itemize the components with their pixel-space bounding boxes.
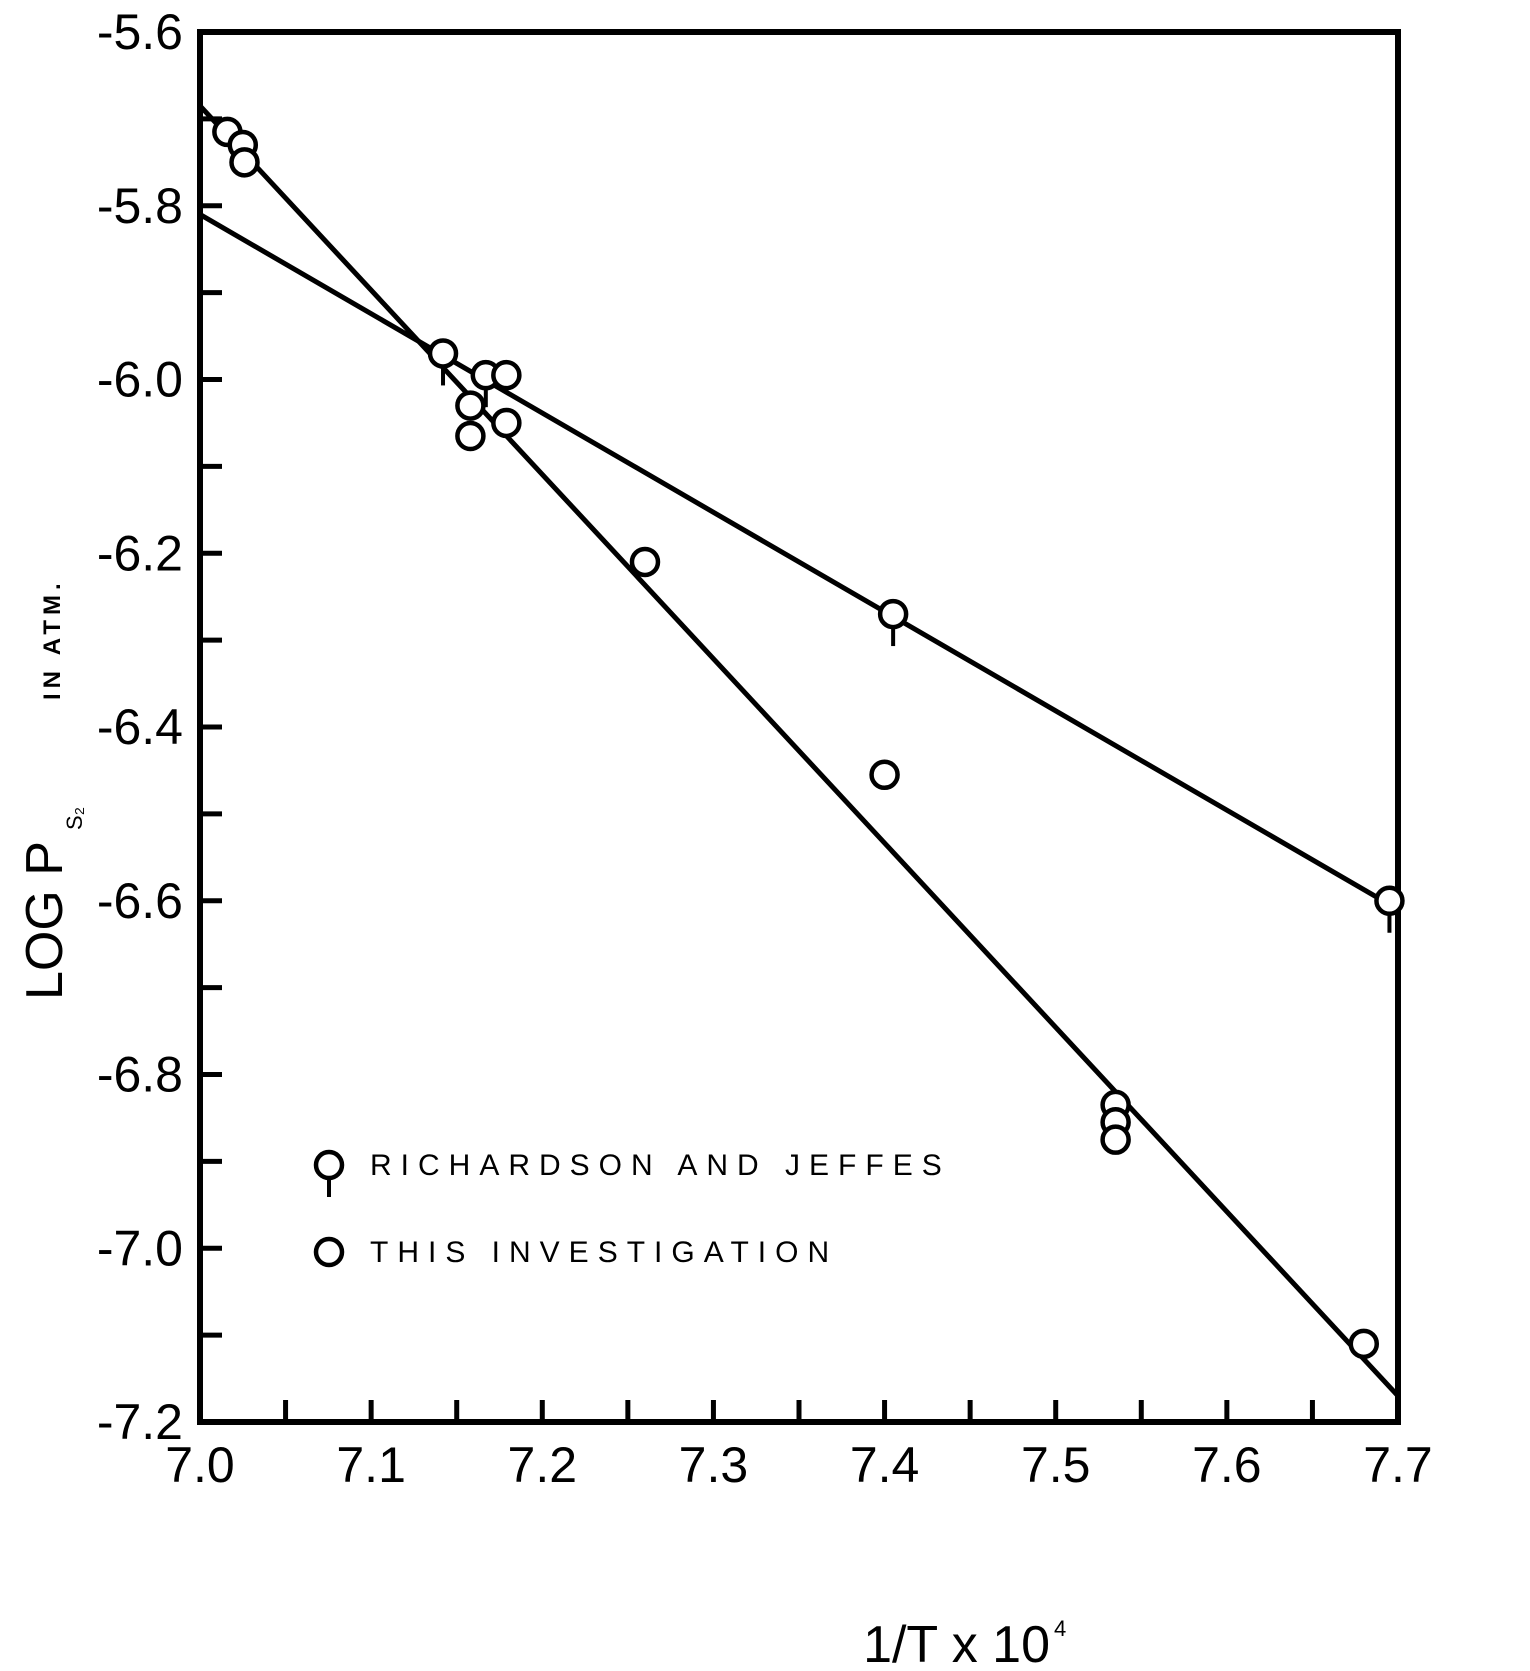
legend-label-this-investigation: THIS INVESTIGATION <box>370 1236 838 1269</box>
legend-label-richardson: RICHARDSON AND JEFFES <box>370 1149 951 1182</box>
y-axis-label-subscript: S₂ <box>62 807 87 830</box>
marker-circle <box>427 338 459 369</box>
marker-circle <box>877 598 909 630</box>
y-tick-label: -6.8 <box>97 1047 183 1103</box>
x-tick-label: 7.6 <box>1192 1437 1262 1493</box>
x-axis-title: 1/T x 10 4 <box>863 1616 1066 1671</box>
legend-marker-richardson <box>313 1149 345 1197</box>
x-tick-label: 7.1 <box>336 1437 406 1493</box>
data-point-series-1 <box>427 338 459 386</box>
data-point-series-2 <box>491 407 522 439</box>
data-markers <box>212 116 1405 1360</box>
legend-symbol-circle <box>313 1236 345 1268</box>
y-tick-label: -6.6 <box>97 873 183 929</box>
data-point-series-2 <box>229 147 260 178</box>
data-point-series-2 <box>455 390 486 421</box>
y-axis-label: LOG P <box>16 841 74 1000</box>
x-tick-label: 7.5 <box>1021 1437 1091 1493</box>
data-point-series-1 <box>1374 885 1405 933</box>
y-axis-title: LOG P S₂ IN ATM. <box>16 578 87 1000</box>
x-tick-label: 7.4 <box>850 1437 920 1493</box>
x-tick-label: 7.7 <box>1363 1437 1433 1493</box>
y-axis-unit: IN ATM. <box>39 578 66 700</box>
data-point-series-2 <box>491 359 522 391</box>
marker-circle <box>455 420 486 452</box>
data-point-series-2 <box>455 420 486 452</box>
fit-line-1 <box>198 212 1400 912</box>
y-tick-label: -6.0 <box>97 352 183 408</box>
marker-circle <box>1374 885 1405 916</box>
y-tick-label: -6.4 <box>97 699 183 755</box>
fit-lines <box>198 104 1400 1398</box>
plot-frame <box>197 29 1401 1425</box>
data-point-series-1 <box>877 598 909 647</box>
axis-tick-labels: 7.0 7.1 7.2 7.3 7.4 7.5 7.6 7.7 -5.6 -5.8 -6.0 -6.2… <box>97 4 1433 1493</box>
data-point-series-2 <box>1100 1124 1131 1155</box>
legend-marker-this-investigation <box>313 1236 345 1268</box>
marker-circle <box>1100 1124 1131 1155</box>
y-tick-label: -5.6 <box>97 4 183 60</box>
marker-circle <box>629 546 661 578</box>
data-point-series-2 <box>629 546 661 578</box>
marker-circle <box>869 759 900 791</box>
marker-circle <box>1348 1328 1380 1360</box>
x-tick-label: 7.0 <box>165 1437 235 1493</box>
y-tick-label: -7.0 <box>97 1220 183 1276</box>
fit-line-2 <box>198 104 1400 1398</box>
y-tick-label: -7.2 <box>97 1394 183 1450</box>
x-tick-label: 7.2 <box>508 1437 578 1493</box>
data-point-series-2 <box>869 759 900 791</box>
y-tick-label: -6.2 <box>97 525 183 581</box>
x-axis-label-exponent: 4 <box>1054 1616 1066 1641</box>
marker-circle <box>491 407 522 439</box>
legend: RICHARDSON AND JEFFES THIS INVESTIGATION <box>313 1149 951 1269</box>
marker-circle <box>313 1236 345 1268</box>
marker-circle <box>455 390 486 421</box>
axis-ticks <box>197 29 1401 1425</box>
x-tick-label: 7.3 <box>679 1437 749 1493</box>
marker-circle <box>313 1149 345 1181</box>
data-point-series-2 <box>1348 1328 1380 1360</box>
legend-symbol-circle-with-tail <box>313 1149 345 1197</box>
x-axis-label: 1/T x 10 <box>863 1616 1050 1671</box>
marker-circle <box>491 359 522 391</box>
marker-circle <box>229 147 260 178</box>
y-tick-label: -5.8 <box>97 178 183 234</box>
